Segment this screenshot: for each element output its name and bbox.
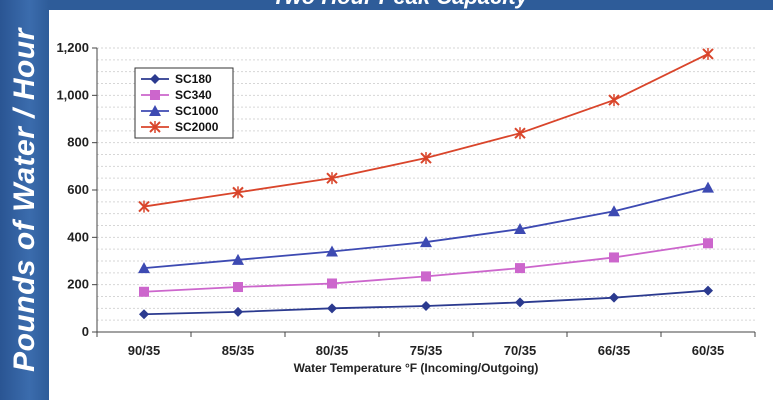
data-point-sc340 [609,252,619,263]
legend-swatch-marker [150,90,160,100]
legend-swatch-marker [149,105,161,116]
y-tick-label: 800 [67,135,89,150]
legend-swatch-marker [149,121,161,133]
data-point-sc2000 [608,94,620,107]
data-point-sc340 [515,263,525,274]
y-tick-label: 200 [67,277,89,292]
y-tick-label: 0 [82,324,89,339]
legend-swatch-marker [150,74,160,84]
x-tick-label: 80/35 [316,343,349,358]
legend-label-sc180: SC180 [175,72,212,86]
x-tick-label: 90/35 [128,343,161,358]
legend-label-sc2000: SC2000 [175,120,219,134]
y-tick-label: 1,000 [56,87,89,102]
data-point-sc180 [703,285,713,296]
y-tick-label: 400 [67,229,89,244]
data-point-sc2000 [702,47,714,60]
x-tick-label: 60/35 [692,343,725,358]
data-point-sc1000 [514,223,526,235]
data-point-sc340 [421,271,431,282]
x-tick-label: 70/35 [504,343,537,358]
data-point-sc180 [421,300,431,311]
data-point-sc180 [327,303,337,314]
x-tick-label: 66/35 [598,343,631,358]
data-point-sc2000 [420,152,432,165]
data-point-sc2000 [326,172,338,185]
data-point-sc1000 [608,205,620,217]
data-point-sc180 [233,306,243,317]
x-axis-label: Water Temperature °F (Incoming/Outgoing) [294,361,539,375]
side-band [0,0,49,400]
data-point-sc2000 [138,200,150,213]
x-tick-label: 75/35 [410,343,443,358]
legend-label-sc1000: SC1000 [175,104,219,118]
chart-title: Two Hour Peak Capacity [200,0,600,8]
data-point-sc340 [703,238,713,249]
data-point-sc180 [515,297,525,308]
data-point-sc1000 [326,245,338,257]
data-point-sc1000 [702,181,714,193]
data-point-sc340 [139,286,149,297]
y-tick-label: 1,200 [56,40,89,55]
data-point-sc180 [139,309,149,320]
data-point-sc340 [327,278,337,289]
data-point-sc1000 [138,262,150,274]
y-tick-label: 600 [67,182,89,197]
data-point-sc340 [233,282,243,293]
data-point-sc2000 [514,127,526,140]
header-band [0,0,773,10]
data-point-sc2000 [232,186,244,199]
x-tick-label: 85/35 [222,343,255,358]
data-point-sc180 [609,292,619,303]
legend-label-sc340: SC340 [175,88,212,102]
data-point-sc1000 [232,253,244,265]
data-point-sc1000 [420,236,432,248]
